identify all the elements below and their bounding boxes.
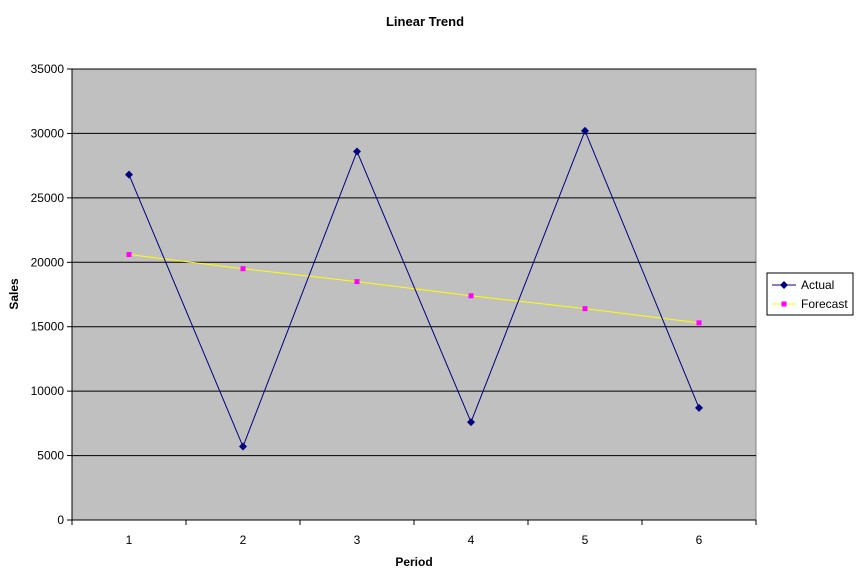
series-line-actual — [128, 129, 700, 448]
y-tick-label: 5000 — [37, 449, 64, 463]
y-tick-label: 30000 — [31, 126, 65, 140]
data-point-actual — [239, 442, 247, 451]
legend-marker — [780, 281, 788, 289]
y-tick-label: 0 — [57, 513, 64, 527]
series-line-forecast — [128, 254, 700, 324]
y-axis-label: Sales — [7, 278, 21, 310]
y-tick-label: 15000 — [31, 320, 65, 334]
data-point-actual — [581, 126, 589, 135]
data-point-forecast — [582, 306, 588, 312]
gridlines — [72, 68, 756, 457]
chart-title: Linear Trend — [386, 14, 464, 29]
series-forecast — [126, 252, 702, 326]
y-tick-label: 25000 — [31, 191, 65, 205]
series-actual — [125, 126, 703, 451]
legend-box — [766, 272, 854, 316]
data-point-actual — [125, 170, 133, 179]
plot-area — [71, 68, 757, 521]
x-tick-label: 4 — [468, 533, 475, 547]
legend-label: Forecast — [801, 297, 848, 311]
data-point-actual — [467, 418, 475, 427]
y-tick-label: 10000 — [31, 384, 65, 398]
data-point-forecast — [354, 279, 360, 285]
x-tick-label: 1 — [126, 533, 133, 547]
x-axis-label: Period — [395, 555, 432, 569]
data-point-actual — [353, 147, 361, 156]
data-point-forecast — [126, 252, 132, 258]
data-point-forecast — [696, 320, 702, 326]
legend-label: Actual — [801, 278, 834, 292]
x-tick-label: 5 — [582, 533, 589, 547]
series-layer — [125, 126, 703, 451]
data-point-forecast — [468, 293, 474, 299]
x-tick-label: 6 — [696, 533, 703, 547]
data-point-actual — [695, 403, 703, 412]
legend-marker — [781, 301, 787, 307]
y-tick-label: 35000 — [31, 62, 65, 76]
y-tick-label: 20000 — [31, 255, 65, 269]
y-axis-ticks: 0 5000 10000 15000 20000 25000 30000 35000 — [31, 62, 72, 527]
x-axis-ticks: 1 2 3 4 5 6 — [71, 520, 757, 547]
data-point-forecast — [240, 266, 246, 272]
legend: Actual Forecast — [766, 272, 854, 316]
x-tick-label: 2 — [240, 533, 247, 547]
x-tick-label: 3 — [354, 533, 361, 547]
